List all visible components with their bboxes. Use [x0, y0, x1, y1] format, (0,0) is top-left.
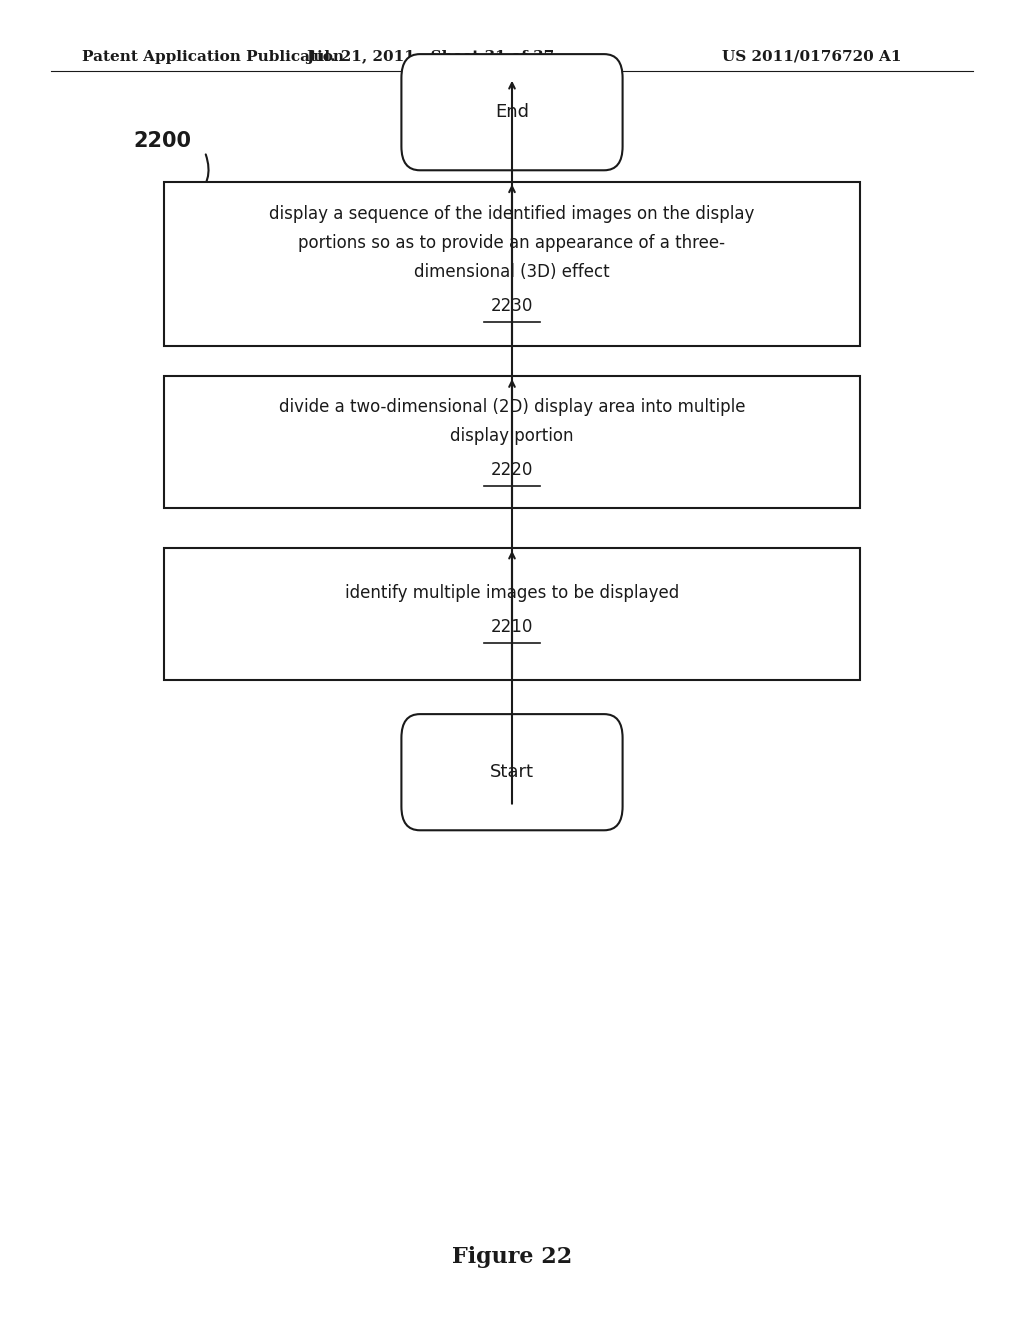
Text: Jul. 21, 2011   Sheet 31 of 37: Jul. 21, 2011 Sheet 31 of 37 — [306, 50, 554, 63]
Text: Figure 22: Figure 22 — [452, 1246, 572, 1267]
Text: 2220: 2220 — [490, 461, 534, 479]
Text: US 2011/0176720 A1: US 2011/0176720 A1 — [722, 50, 901, 63]
Text: dimensional (3D) effect: dimensional (3D) effect — [414, 263, 610, 281]
Text: End: End — [495, 103, 529, 121]
Text: 2210: 2210 — [490, 618, 534, 636]
Text: Patent Application Publication: Patent Application Publication — [82, 50, 344, 63]
FancyBboxPatch shape — [164, 181, 860, 346]
FancyBboxPatch shape — [401, 714, 623, 830]
FancyBboxPatch shape — [164, 376, 860, 508]
FancyBboxPatch shape — [164, 548, 860, 680]
Text: divide a two-dimensional (2D) display area into multiple: divide a two-dimensional (2D) display ar… — [279, 397, 745, 416]
Text: portions so as to provide an appearance of a three-: portions so as to provide an appearance … — [299, 234, 725, 252]
Text: identify multiple images to be displayed: identify multiple images to be displayed — [345, 583, 679, 602]
Text: display a sequence of the identified images on the display: display a sequence of the identified ima… — [269, 205, 755, 223]
Text: display portion: display portion — [451, 426, 573, 445]
FancyBboxPatch shape — [401, 54, 623, 170]
Text: Start: Start — [490, 763, 534, 781]
Text: 2200: 2200 — [133, 131, 191, 152]
Text: 2230: 2230 — [490, 297, 534, 315]
